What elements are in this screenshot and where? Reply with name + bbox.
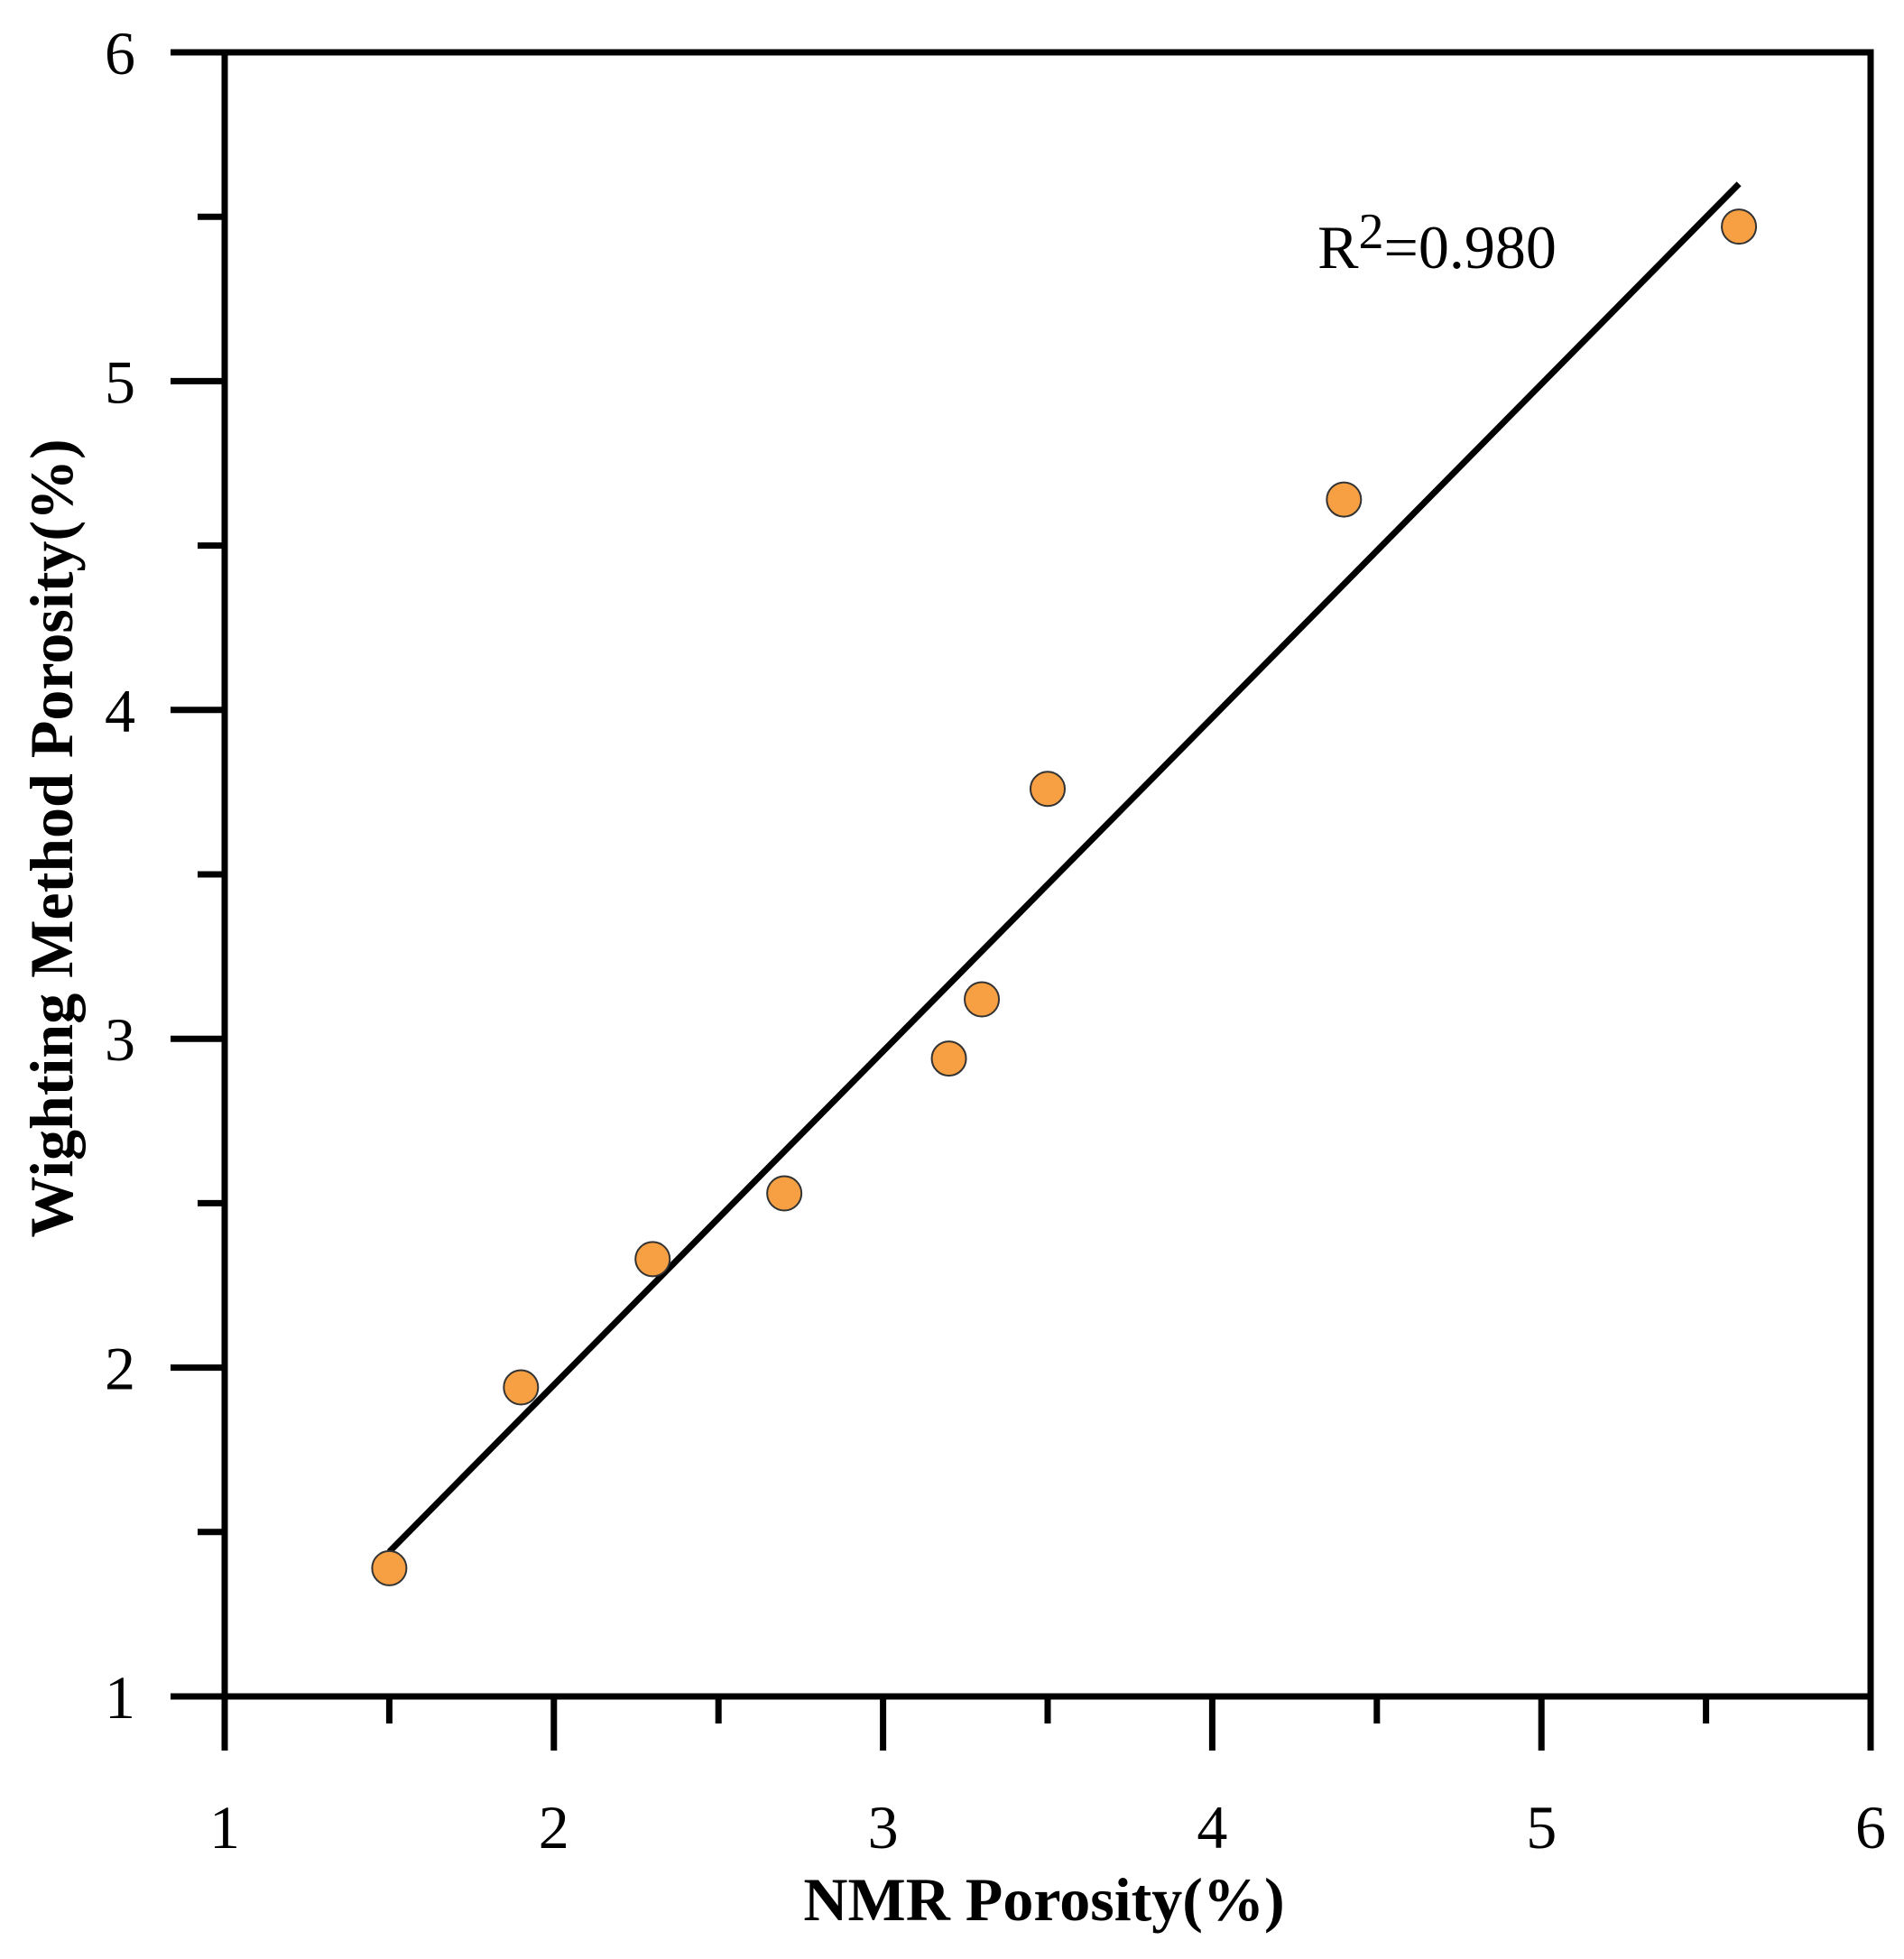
data-point: [930, 1040, 967, 1077]
x-tick-label: 6: [1855, 1793, 1886, 1862]
y-tick-label: 3: [105, 1005, 135, 1074]
x-axis-title: NMR Porosity(%): [803, 1865, 1284, 1934]
data-point: [766, 1175, 803, 1212]
y-tick-label: 5: [105, 347, 135, 416]
data-point: [1721, 208, 1758, 245]
r-value: =0.980: [1383, 213, 1556, 282]
data-point: [1030, 771, 1066, 808]
y-tick-label: 1: [105, 1663, 135, 1732]
regression-line: [386, 181, 1742, 1555]
x-tick-label: 4: [1197, 1793, 1227, 1862]
y-tick-label: 6: [105, 19, 135, 88]
data-point: [503, 1369, 540, 1406]
tick-labels: 1 2 3 4 5 6 1 2 3 4 5 6: [105, 19, 1886, 1862]
data-point: [1326, 481, 1363, 518]
y-tick-label: 4: [105, 677, 135, 745]
x-tick-label: 5: [1526, 1793, 1557, 1862]
x-tick-label: 3: [868, 1793, 899, 1862]
data-points: [371, 208, 1758, 1586]
r-squared-annotation: R2=0.980: [1317, 204, 1557, 282]
x-tick-label: 2: [539, 1793, 569, 1862]
data-point: [634, 1241, 671, 1278]
y-tick-label: 2: [105, 1335, 135, 1403]
x-tick-label: 1: [209, 1793, 240, 1862]
y-axis-title: Wighting Method Porosity(%): [17, 439, 86, 1237]
data-point: [964, 981, 1001, 1018]
ticks: [171, 49, 1874, 1751]
r-superscript: 2: [1358, 204, 1383, 260]
data-point: [371, 1549, 408, 1586]
r-symbol: R: [1317, 213, 1359, 282]
